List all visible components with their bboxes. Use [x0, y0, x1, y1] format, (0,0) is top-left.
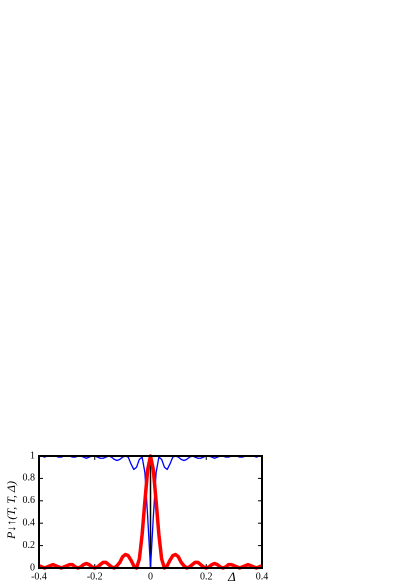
- y-tick-label: 0.6: [23, 495, 36, 506]
- plot-frame: [38, 455, 263, 569]
- x-axis-label: Δ: [227, 569, 236, 584]
- x-tick-label: -0.2: [87, 571, 103, 582]
- x-tick-label: 0.4: [256, 571, 269, 582]
- y-tick-label: 0: [30, 562, 35, 573]
- y-tick-label: 0.8: [23, 473, 36, 484]
- y-axis-label: P↓↑(T, T, Δ): [4, 481, 18, 540]
- x-tick-label: 0.2: [200, 571, 213, 582]
- y-tick-label: 0.2: [23, 540, 36, 551]
- x-tick-label: -0.4: [31, 571, 47, 582]
- y-tick-label: 0.4: [23, 517, 36, 528]
- x-tick-label: 0: [148, 571, 153, 582]
- y-tick-label: 1: [30, 450, 35, 461]
